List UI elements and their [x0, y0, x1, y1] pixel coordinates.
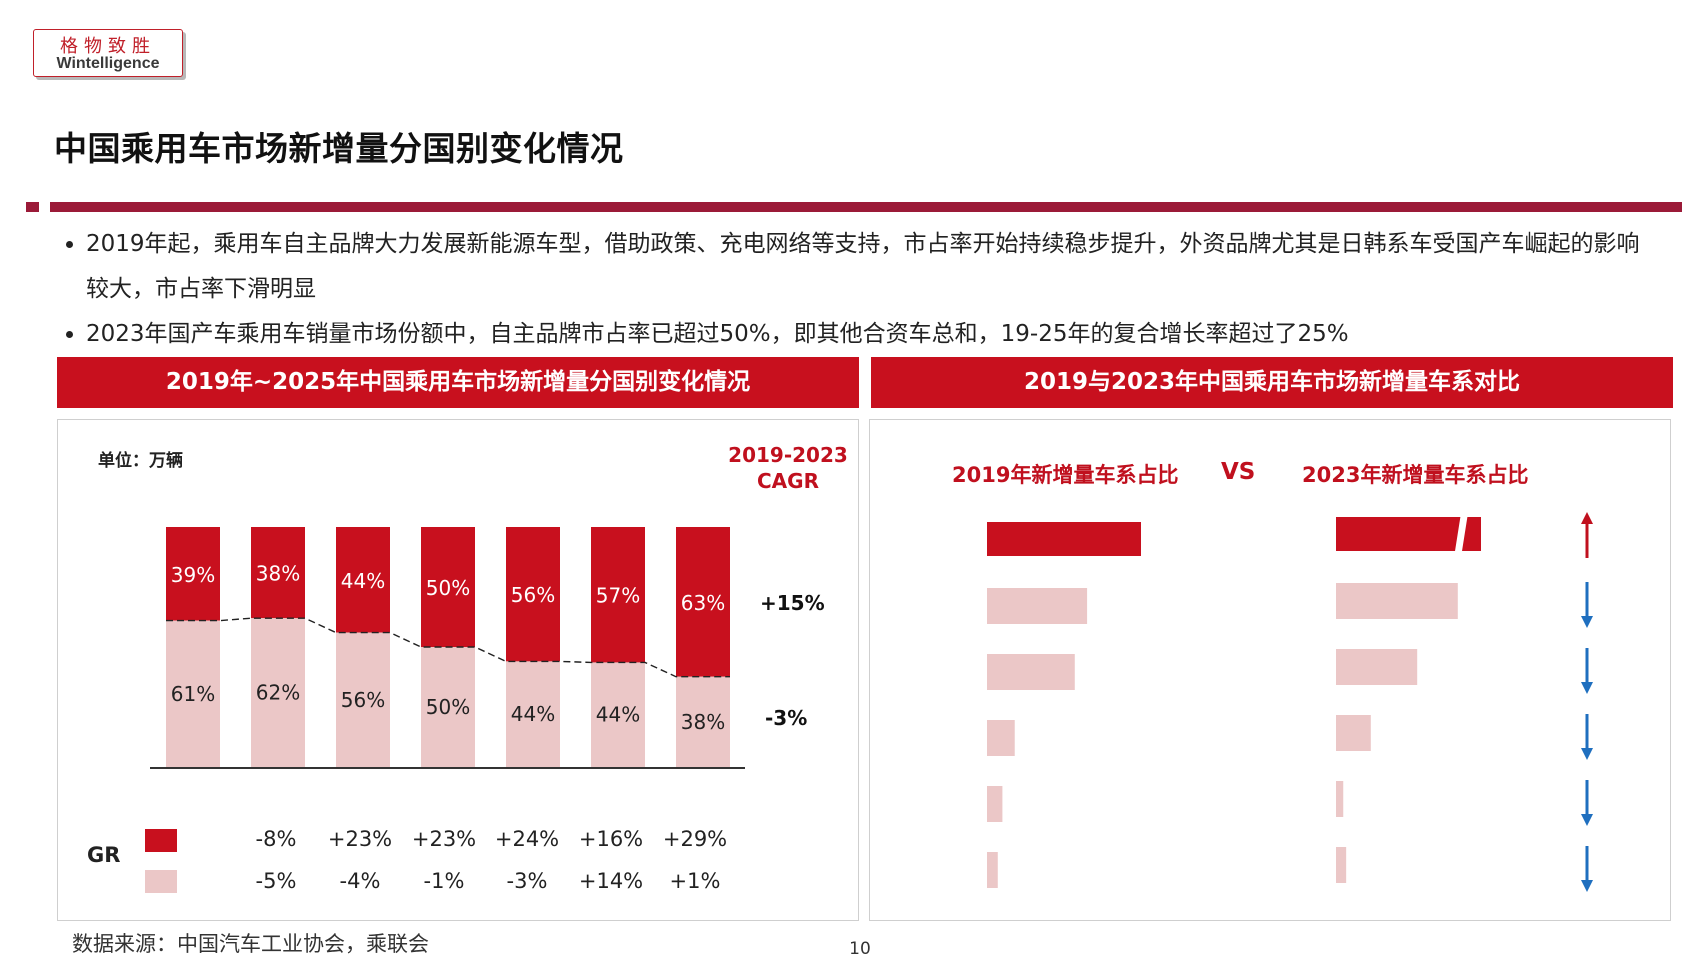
arrowhead-down-icon	[1581, 616, 1593, 628]
bar-segment-foreign	[336, 632, 390, 767]
bar-2019-share	[987, 588, 1088, 624]
left-panel-header: 2019年~2025年中国乘用车市场新增量分国别变化情况	[57, 357, 859, 408]
share-trend-line	[166, 617, 730, 678]
growth-rate-foreign: +14%	[578, 869, 644, 893]
data-label-own-brand: 38%	[256, 562, 300, 586]
data-label-foreign: 61%	[171, 682, 215, 706]
bar-2023-share	[1336, 715, 1371, 751]
bar-segment-own-brand	[421, 527, 475, 647]
bar-segment-foreign	[591, 662, 645, 767]
bar-2023-share	[1336, 847, 1347, 883]
data-label-own-brand: 63%	[681, 591, 725, 615]
bar-2019-share	[987, 786, 1003, 822]
bar-segment-own-brand	[251, 527, 305, 619]
growth-rate-own-brand: +24%	[494, 827, 560, 851]
growth-rate-own-brand: +23%	[327, 827, 393, 851]
bar-2023-share	[1336, 583, 1458, 619]
data-label-foreign: 44%	[511, 702, 555, 726]
growth-rate-own-brand: +29%	[662, 827, 728, 851]
arrowhead-down-icon	[1581, 682, 1593, 694]
data-label-own-brand: 39%	[171, 563, 215, 587]
logo-chinese-text: 格物致胜	[60, 36, 156, 57]
bullet-item: 2019年起，乘用车自主品牌大力发展新能源车型，借助政策、充电网络等支持，市占率…	[86, 222, 1660, 312]
label-2019-share: 2019年新增量车系占比	[952, 463, 1179, 487]
growth-rate-foreign: -1%	[423, 869, 465, 893]
arrowhead-down-icon	[1581, 748, 1593, 760]
data-label-foreign: 56%	[341, 688, 385, 712]
bar-2019-share	[987, 654, 1075, 690]
label-2023-share: 2023年新增量车系占比	[1302, 463, 1529, 487]
gr-swatch-light	[145, 870, 177, 893]
cagr-value-foreign: -3%	[765, 706, 808, 730]
data-label-own-brand: 57%	[596, 584, 640, 608]
bar-segment-own-brand	[506, 527, 560, 662]
bar-segment-own-brand	[336, 527, 390, 633]
data-label-own-brand: 56%	[511, 583, 555, 607]
data-label-own-brand: 44%	[341, 569, 385, 593]
bar-segment-own-brand	[591, 527, 645, 663]
cagr-value-own-brand: +15%	[760, 591, 825, 615]
bar-segment-own-brand	[166, 527, 220, 621]
logo-english-text: Wintelligence	[56, 55, 160, 72]
bar-segment-foreign	[506, 661, 560, 767]
growth-rate-own-brand: +16%	[578, 827, 644, 851]
data-label-foreign: 62%	[256, 681, 300, 705]
bar-2019-share	[987, 522, 1141, 556]
company-logo: 格物致胜 Wintelligence	[33, 29, 183, 77]
data-label-foreign: 38%	[681, 710, 725, 734]
growth-rate-foreign: -3%	[506, 869, 548, 893]
right-panel-header: 2019与2023年中国乘用车市场新增量车系对比	[871, 357, 1673, 408]
growth-rate-own-brand: +23%	[411, 827, 477, 851]
bar-segment-foreign	[676, 676, 730, 767]
title-rule	[50, 202, 1682, 212]
cagr-title-line2: CAGR	[757, 469, 819, 493]
bullet-item: 2023年国产车乘用车销量市场份额中，自主品牌市占率已超过50%，即其他合资车总…	[86, 312, 1660, 357]
arrowhead-down-icon	[1581, 814, 1593, 826]
bar-2023-share	[1336, 649, 1418, 685]
cagr-title-line1: 2019-2023	[728, 443, 848, 467]
cagr-title: 2019-2023 CAGR	[718, 442, 858, 494]
vs-label: VS	[1221, 459, 1256, 485]
growth-rate-foreign: -4%	[339, 869, 381, 893]
bar-2019-share	[987, 852, 998, 888]
bullet-list: 2019年起，乘用车自主品牌大力发展新能源车型，借助政策、充电网络等支持，市占率…	[60, 222, 1660, 357]
bar-segment-foreign	[251, 618, 305, 767]
growth-rate-foreign: -5%	[255, 869, 297, 893]
page-title: 中国乘用车市场新增量分国别变化情况	[54, 129, 624, 168]
axis-break-mark	[1454, 515, 1468, 553]
gr-label: GR	[87, 843, 121, 867]
bar-segment-foreign	[166, 620, 220, 767]
data-label-own-brand: 50%	[426, 576, 470, 600]
bar-2019-share	[987, 720, 1015, 756]
bar-segment-own-brand	[676, 527, 730, 677]
gr-swatch-dark	[145, 829, 177, 852]
data-label-foreign: 50%	[426, 695, 470, 719]
bar-segment-foreign	[421, 647, 475, 767]
data-source: 数据来源：中国汽车工业协会，乘联会	[72, 932, 429, 956]
unit-label: 单位：万辆	[98, 451, 183, 471]
title-rule-marker	[26, 202, 39, 212]
growth-rate-foreign: +1%	[669, 869, 721, 893]
arrowhead-down-icon	[1581, 880, 1593, 892]
bar-2023-share	[1336, 781, 1344, 817]
arrowhead-up-icon	[1581, 512, 1593, 524]
data-label-foreign: 44%	[596, 703, 640, 727]
growth-rate-own-brand: -8%	[255, 827, 297, 851]
page-number: 10	[849, 939, 871, 959]
